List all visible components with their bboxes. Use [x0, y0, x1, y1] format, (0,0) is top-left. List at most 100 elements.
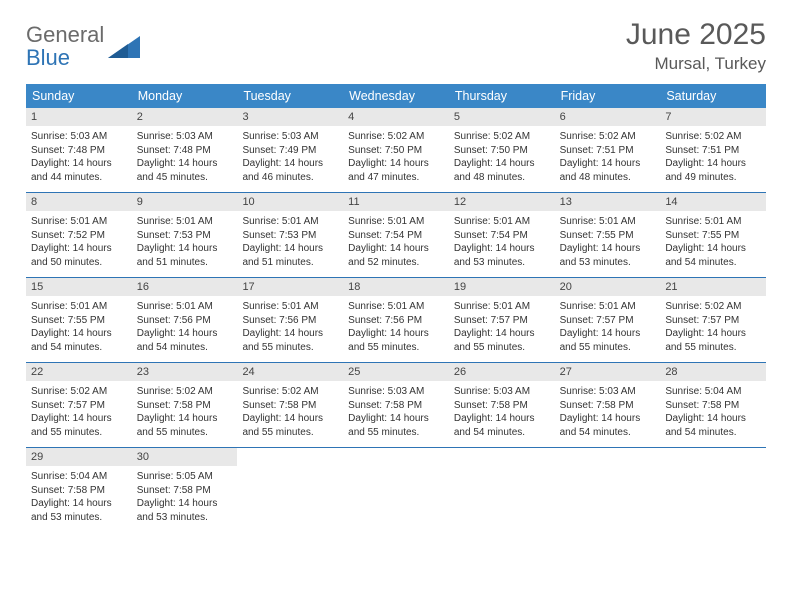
day-number: 12 [449, 193, 555, 211]
day-body: Sunrise: 5:01 AMSunset: 7:56 PMDaylight:… [343, 296, 449, 362]
sunrise-text: Sunrise: 5:03 AM [560, 385, 656, 399]
daylight-text: Daylight: 14 hours [31, 157, 127, 171]
day-number: 6 [555, 108, 661, 126]
sunset-text: Sunset: 7:58 PM [31, 484, 127, 498]
daylight-text: Daylight: 14 hours [137, 242, 233, 256]
day-number: 10 [237, 193, 343, 211]
day-body: Sunrise: 5:02 AMSunset: 7:51 PMDaylight:… [555, 126, 661, 192]
day-body: Sunrise: 5:04 AMSunset: 7:58 PMDaylight:… [26, 466, 132, 532]
day-body: Sunrise: 5:01 AMSunset: 7:55 PMDaylight:… [555, 211, 661, 277]
sunset-text: Sunset: 7:58 PM [560, 399, 656, 413]
daylight-text: and 52 minutes. [348, 256, 444, 270]
daylight-text: Daylight: 14 hours [454, 242, 550, 256]
day-number: 30 [132, 448, 238, 466]
title-block: June 2025 Mursal, Turkey [626, 18, 766, 74]
day-number: 17 [237, 278, 343, 296]
sunset-text: Sunset: 7:53 PM [137, 229, 233, 243]
logo-text-1: General [26, 22, 104, 47]
sunset-text: Sunset: 7:58 PM [454, 399, 550, 413]
calendar-day: 13Sunrise: 5:01 AMSunset: 7:55 PMDayligh… [555, 193, 661, 277]
sunrise-text: Sunrise: 5:01 AM [348, 215, 444, 229]
day-body: Sunrise: 5:02 AMSunset: 7:50 PMDaylight:… [343, 126, 449, 192]
calendar-day [660, 448, 766, 532]
page-subtitle: Mursal, Turkey [626, 54, 766, 74]
sunset-text: Sunset: 7:55 PM [560, 229, 656, 243]
sunset-text: Sunset: 7:57 PM [454, 314, 550, 328]
logo-triangle-icon [108, 36, 140, 58]
day-number: 27 [555, 363, 661, 381]
weekday-label: Friday [555, 84, 661, 108]
calendar-week: 22Sunrise: 5:02 AMSunset: 7:57 PMDayligh… [26, 363, 766, 448]
daylight-text: and 48 minutes. [454, 171, 550, 185]
sunrise-text: Sunrise: 5:02 AM [137, 385, 233, 399]
calendar-day [555, 448, 661, 532]
calendar-week: 29Sunrise: 5:04 AMSunset: 7:58 PMDayligh… [26, 448, 766, 532]
sunset-text: Sunset: 7:49 PM [242, 144, 338, 158]
sunrise-text: Sunrise: 5:02 AM [665, 130, 761, 144]
daylight-text: Daylight: 14 hours [560, 242, 656, 256]
daylight-text: Daylight: 14 hours [665, 412, 761, 426]
calendar-day: 9Sunrise: 5:01 AMSunset: 7:53 PMDaylight… [132, 193, 238, 277]
day-number: 1 [26, 108, 132, 126]
sunrise-text: Sunrise: 5:01 AM [348, 300, 444, 314]
day-body: Sunrise: 5:05 AMSunset: 7:58 PMDaylight:… [132, 466, 238, 532]
calendar-day: 21Sunrise: 5:02 AMSunset: 7:57 PMDayligh… [660, 278, 766, 362]
daylight-text: and 54 minutes. [137, 341, 233, 355]
sunrise-text: Sunrise: 5:02 AM [31, 385, 127, 399]
sunrise-text: Sunrise: 5:02 AM [560, 130, 656, 144]
sunset-text: Sunset: 7:56 PM [137, 314, 233, 328]
calendar-day [449, 448, 555, 532]
daylight-text: Daylight: 14 hours [560, 412, 656, 426]
sunset-text: Sunset: 7:57 PM [665, 314, 761, 328]
calendar-day: 26Sunrise: 5:03 AMSunset: 7:58 PMDayligh… [449, 363, 555, 447]
sunset-text: Sunset: 7:52 PM [31, 229, 127, 243]
sunrise-text: Sunrise: 5:03 AM [242, 130, 338, 144]
day-number: 5 [449, 108, 555, 126]
daylight-text: Daylight: 14 hours [137, 327, 233, 341]
daylight-text: and 47 minutes. [348, 171, 444, 185]
sunrise-text: Sunrise: 5:01 AM [242, 300, 338, 314]
weekday-label: Thursday [449, 84, 555, 108]
sunset-text: Sunset: 7:58 PM [348, 399, 444, 413]
daylight-text: Daylight: 14 hours [348, 157, 444, 171]
day-body [343, 454, 449, 512]
day-body: Sunrise: 5:02 AMSunset: 7:58 PMDaylight:… [237, 381, 343, 447]
calendar-day: 2Sunrise: 5:03 AMSunset: 7:48 PMDaylight… [132, 108, 238, 192]
daylight-text: and 53 minutes. [137, 511, 233, 525]
calendar-week: 8Sunrise: 5:01 AMSunset: 7:52 PMDaylight… [26, 193, 766, 278]
day-body: Sunrise: 5:02 AMSunset: 7:57 PMDaylight:… [26, 381, 132, 447]
daylight-text: and 55 minutes. [665, 341, 761, 355]
daylight-text: and 55 minutes. [31, 426, 127, 440]
sunrise-text: Sunrise: 5:01 AM [665, 215, 761, 229]
day-number: 16 [132, 278, 238, 296]
sunset-text: Sunset: 7:58 PM [242, 399, 338, 413]
daylight-text: Daylight: 14 hours [665, 327, 761, 341]
weekday-label: Monday [132, 84, 238, 108]
day-body: Sunrise: 5:03 AMSunset: 7:58 PMDaylight:… [343, 381, 449, 447]
day-number: 4 [343, 108, 449, 126]
daylight-text: and 48 minutes. [560, 171, 656, 185]
daylight-text: Daylight: 14 hours [454, 327, 550, 341]
day-number: 14 [660, 193, 766, 211]
sunrise-text: Sunrise: 5:03 AM [454, 385, 550, 399]
calendar-day: 14Sunrise: 5:01 AMSunset: 7:55 PMDayligh… [660, 193, 766, 277]
sunrise-text: Sunrise: 5:02 AM [454, 130, 550, 144]
logo-text-2: Blue [26, 45, 70, 70]
day-body: Sunrise: 5:02 AMSunset: 7:51 PMDaylight:… [660, 126, 766, 192]
daylight-text: and 55 minutes. [348, 426, 444, 440]
sunrise-text: Sunrise: 5:04 AM [31, 470, 127, 484]
calendar-day: 11Sunrise: 5:01 AMSunset: 7:54 PMDayligh… [343, 193, 449, 277]
daylight-text: Daylight: 14 hours [242, 242, 338, 256]
daylight-text: and 51 minutes. [242, 256, 338, 270]
day-body: Sunrise: 5:01 AMSunset: 7:54 PMDaylight:… [343, 211, 449, 277]
page-title: June 2025 [626, 18, 766, 52]
daylight-text: and 54 minutes. [665, 426, 761, 440]
daylight-text: and 55 minutes. [348, 341, 444, 355]
daylight-text: and 55 minutes. [242, 341, 338, 355]
sunrise-text: Sunrise: 5:02 AM [348, 130, 444, 144]
daylight-text: and 54 minutes. [560, 426, 656, 440]
calendar-day: 3Sunrise: 5:03 AMSunset: 7:49 PMDaylight… [237, 108, 343, 192]
sunset-text: Sunset: 7:54 PM [454, 229, 550, 243]
calendar-day: 29Sunrise: 5:04 AMSunset: 7:58 PMDayligh… [26, 448, 132, 532]
calendar-day: 18Sunrise: 5:01 AMSunset: 7:56 PMDayligh… [343, 278, 449, 362]
